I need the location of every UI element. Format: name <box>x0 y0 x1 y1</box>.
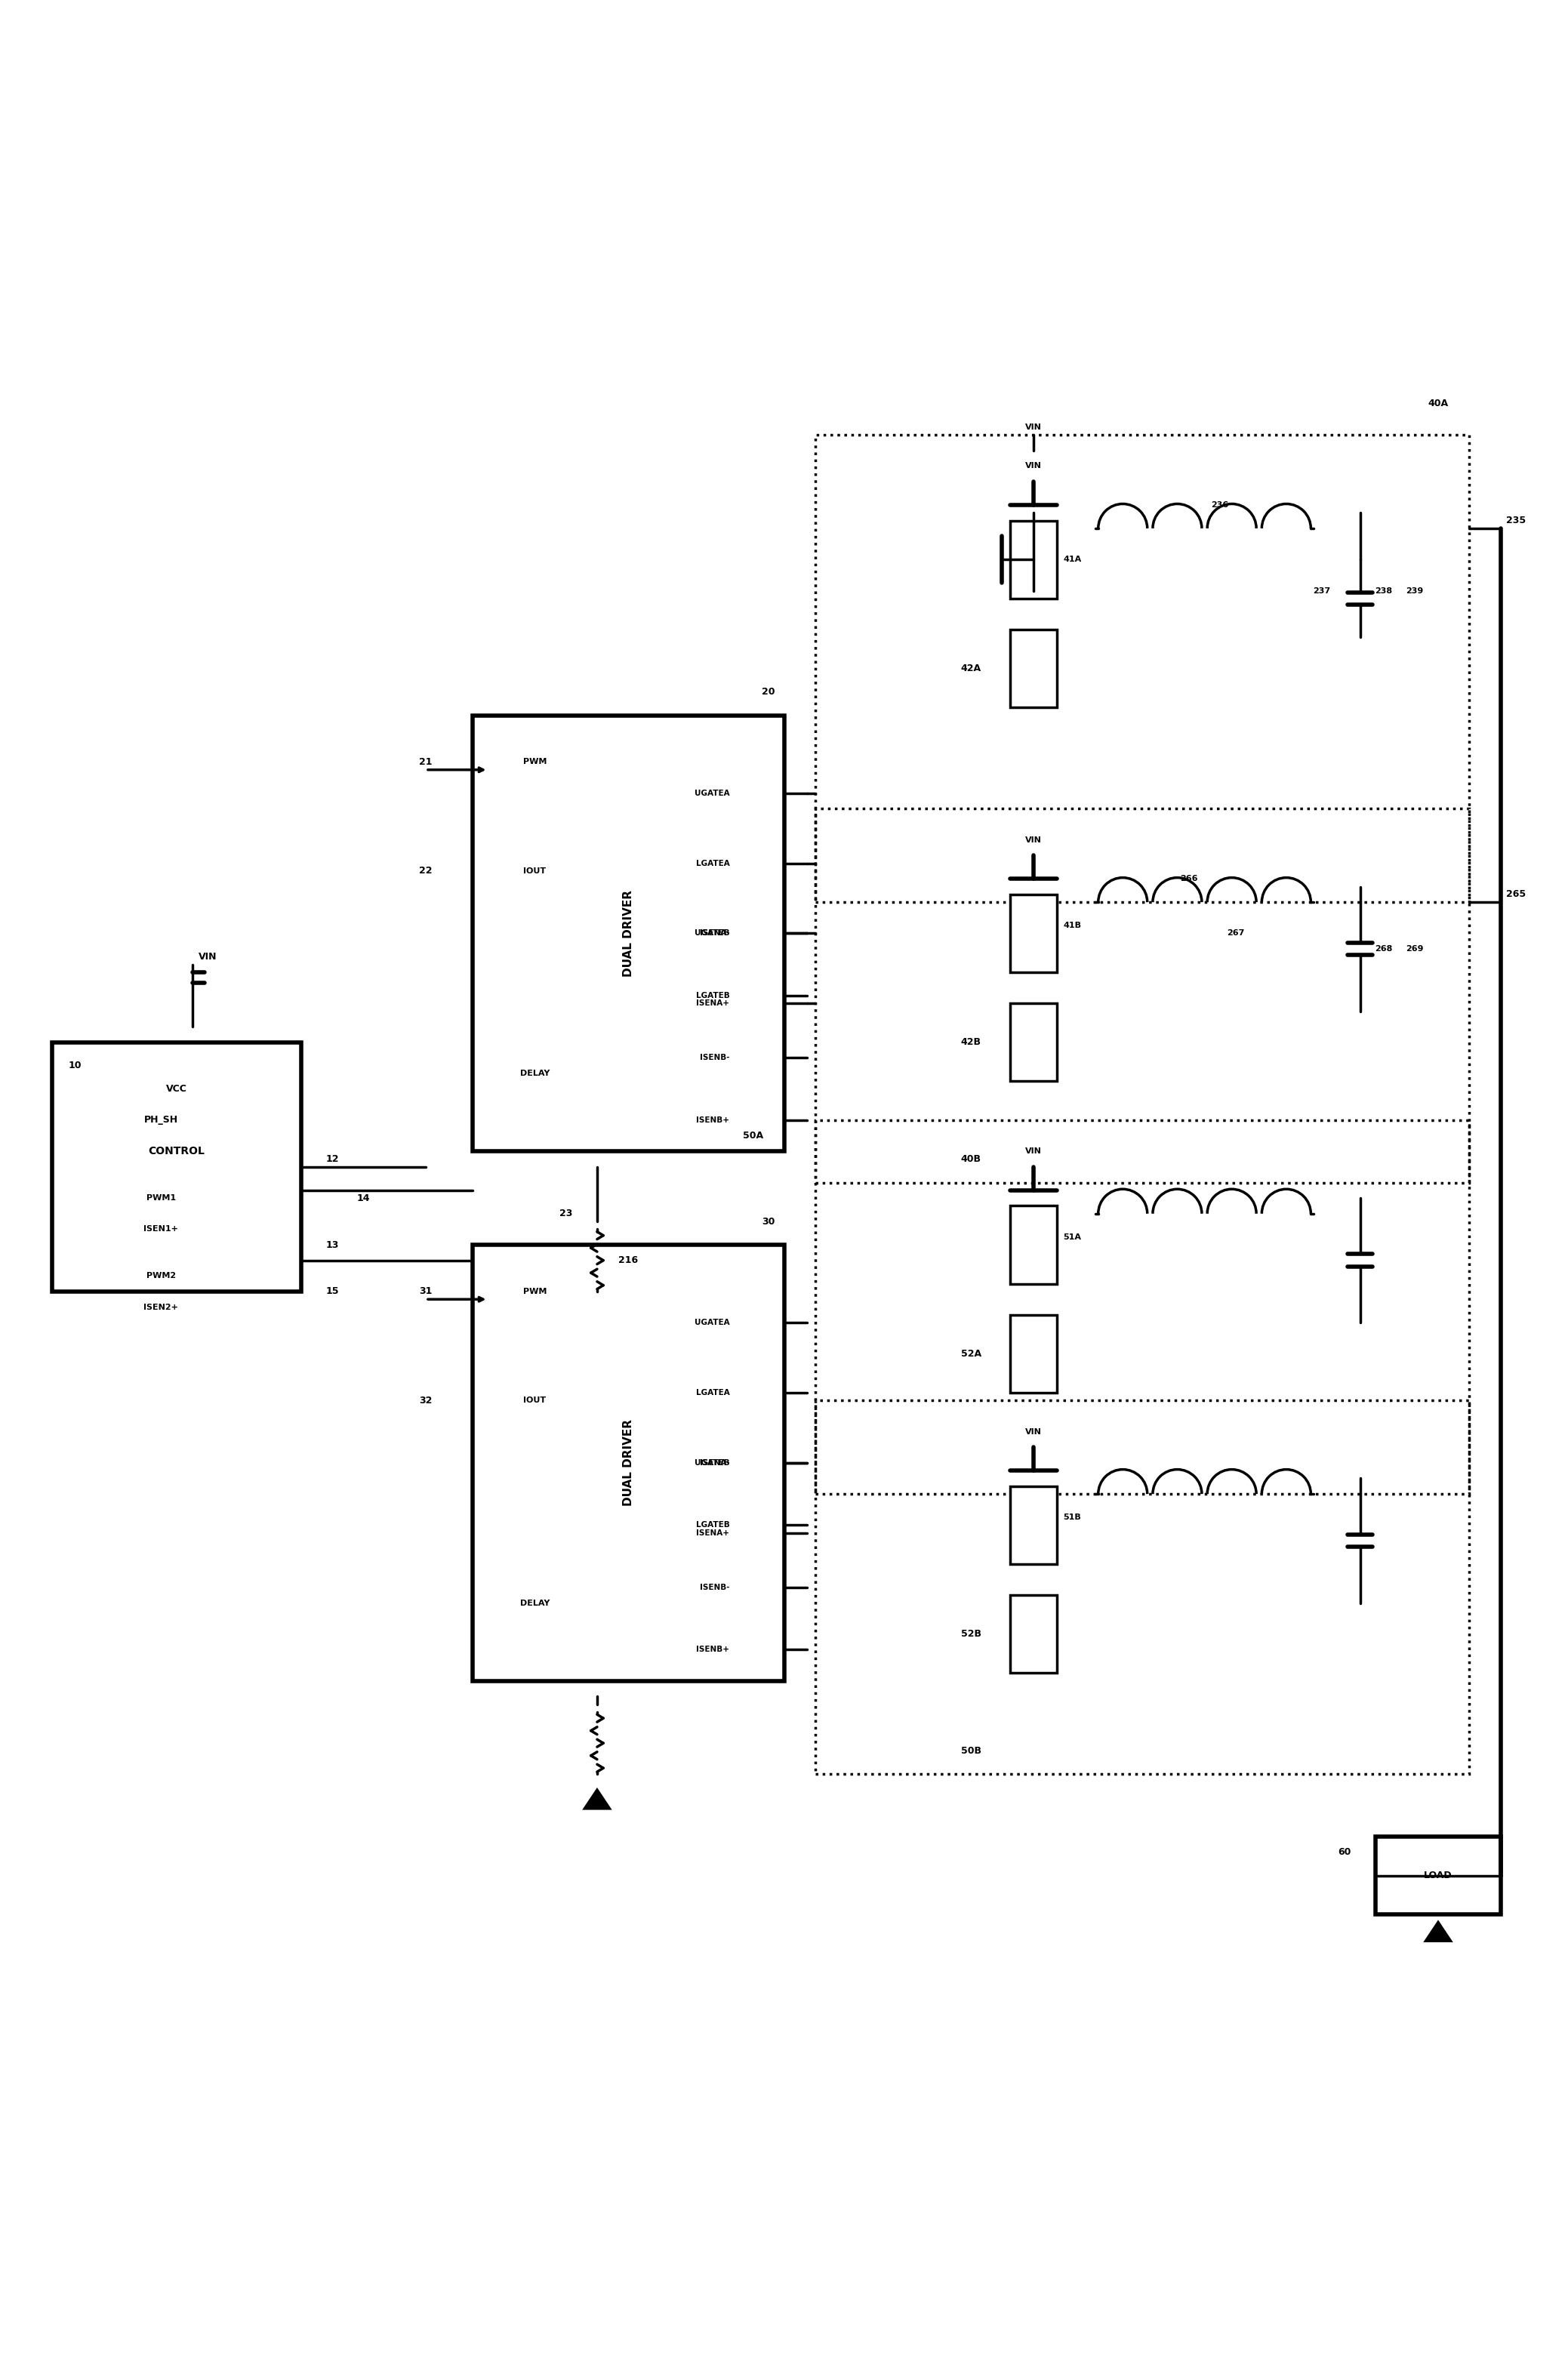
Text: VIN: VIN <box>1025 837 1041 844</box>
Text: 10: 10 <box>69 1062 82 1071</box>
Text: LOAD: LOAD <box>1424 1871 1452 1880</box>
Text: 52A: 52A <box>961 1348 982 1360</box>
Text: VIN: VIN <box>1025 461 1041 471</box>
Text: 30: 30 <box>762 1216 775 1227</box>
Text: DELAY: DELAY <box>521 1069 550 1078</box>
Text: 51A: 51A <box>1063 1232 1082 1242</box>
Text: ISENB+: ISENB+ <box>696 1646 729 1653</box>
Bar <box>52 1043 301 1291</box>
Text: 21: 21 <box>419 757 433 766</box>
Text: DELAY: DELAY <box>521 1599 550 1606</box>
Text: 51B: 51B <box>1063 1514 1080 1521</box>
Text: ISENA+: ISENA+ <box>696 1530 729 1537</box>
Text: 268: 268 <box>1375 946 1392 953</box>
Text: 31: 31 <box>419 1287 433 1296</box>
Bar <box>1010 520 1057 598</box>
Text: 32: 32 <box>419 1395 433 1405</box>
Text: VIN: VIN <box>1025 423 1041 430</box>
Text: ISENA+: ISENA+ <box>696 1000 729 1007</box>
Text: ISEN2+: ISEN2+ <box>144 1303 179 1310</box>
Text: UGATEA: UGATEA <box>695 790 729 797</box>
Text: ISENB-: ISENB- <box>699 1055 729 1062</box>
Text: DUAL DRIVER: DUAL DRIVER <box>622 1419 633 1507</box>
Bar <box>815 1121 1469 1495</box>
Text: 41A: 41A <box>1063 556 1082 563</box>
Text: PWM: PWM <box>524 1287 547 1296</box>
Text: 42A: 42A <box>961 665 982 674</box>
Text: ISENB-: ISENB- <box>699 1585 729 1592</box>
Text: 238: 238 <box>1375 587 1392 594</box>
Text: 22: 22 <box>419 866 433 875</box>
Text: LGATEA: LGATEA <box>696 858 729 868</box>
Text: VCC: VCC <box>166 1083 187 1095</box>
Bar <box>815 435 1469 901</box>
Text: 13: 13 <box>326 1239 339 1249</box>
Text: 20: 20 <box>762 686 775 698</box>
Text: PWM1: PWM1 <box>146 1194 176 1201</box>
Polygon shape <box>585 1790 610 1809</box>
Text: 236: 236 <box>1212 501 1229 508</box>
Text: 237: 237 <box>1312 587 1330 594</box>
Text: VIN: VIN <box>199 951 216 963</box>
Text: 50B: 50B <box>961 1745 982 1755</box>
Polygon shape <box>1425 1923 1450 1942</box>
Text: 50A: 50A <box>743 1130 764 1140</box>
Text: IOUT: IOUT <box>524 1398 546 1405</box>
Bar <box>1010 1315 1057 1393</box>
Text: ISEN1+: ISEN1+ <box>144 1225 179 1232</box>
Text: UGATEA: UGATEA <box>695 1320 729 1327</box>
Text: LGATEB: LGATEB <box>696 1521 729 1528</box>
Bar <box>1375 1838 1501 1913</box>
Text: 60: 60 <box>1338 1847 1352 1857</box>
Text: 239: 239 <box>1406 587 1424 594</box>
Text: VIN: VIN <box>1025 1428 1041 1436</box>
Text: ISENA-: ISENA- <box>699 929 729 937</box>
Text: UGATEB: UGATEB <box>695 1459 729 1466</box>
Text: 265: 265 <box>1507 889 1526 899</box>
Text: ISENA-: ISENA- <box>699 1459 729 1466</box>
Text: LGATEA: LGATEA <box>696 1388 729 1395</box>
Text: 40A: 40A <box>1428 400 1449 409</box>
Text: LGATEB: LGATEB <box>696 991 729 1000</box>
Text: 40B: 40B <box>961 1154 982 1164</box>
Text: 12: 12 <box>326 1154 339 1164</box>
Bar <box>815 809 1469 1182</box>
Bar <box>472 714 784 1152</box>
Text: PH_SH: PH_SH <box>144 1116 179 1126</box>
Text: IOUT: IOUT <box>524 868 546 875</box>
Text: CONTROL: CONTROL <box>149 1147 205 1156</box>
Text: 52B: 52B <box>961 1629 982 1639</box>
Text: 216: 216 <box>618 1256 638 1265</box>
Bar <box>1010 1206 1057 1284</box>
Bar <box>815 1400 1469 1774</box>
Text: 15: 15 <box>326 1287 339 1296</box>
Text: 269: 269 <box>1406 946 1424 953</box>
Bar <box>1010 1003 1057 1081</box>
Text: 41B: 41B <box>1063 922 1082 929</box>
Text: 266: 266 <box>1181 875 1198 882</box>
Bar <box>1010 629 1057 707</box>
Text: VIN: VIN <box>1025 1147 1041 1154</box>
Polygon shape <box>585 1308 610 1327</box>
Text: 267: 267 <box>1226 929 1245 937</box>
Text: DUAL DRIVER: DUAL DRIVER <box>622 889 633 977</box>
Bar <box>1010 894 1057 972</box>
Text: PWM2: PWM2 <box>146 1272 176 1279</box>
Bar <box>1010 1485 1057 1563</box>
Bar <box>472 1244 784 1682</box>
Bar <box>1010 1596 1057 1672</box>
Text: 42B: 42B <box>961 1038 982 1048</box>
Text: UGATEB: UGATEB <box>695 929 729 937</box>
Text: 14: 14 <box>358 1194 370 1204</box>
Text: PWM: PWM <box>524 759 547 766</box>
Text: ISENB+: ISENB+ <box>696 1116 729 1123</box>
Text: 23: 23 <box>560 1209 572 1218</box>
Text: 235: 235 <box>1507 516 1526 525</box>
